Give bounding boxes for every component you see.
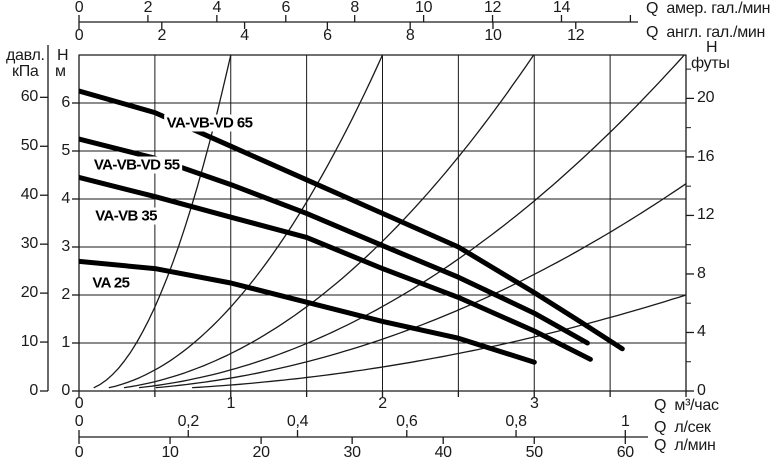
tick-label-m: 4 <box>61 190 70 207</box>
pump-curve <box>79 174 593 362</box>
pump-curve <box>79 88 625 352</box>
tick-label-ft: 12 <box>697 206 715 224</box>
tick-label-ls: 1 <box>620 413 630 430</box>
tick-label-uk-gpm: 8 <box>405 27 415 44</box>
tick-label-m: 5 <box>61 142 70 159</box>
tick-label-kpa: 40 <box>20 186 39 204</box>
flow-unit-m3h-label: Q м³/час <box>654 397 719 414</box>
tick-label-uk-gpm: 4 <box>240 27 249 44</box>
tick-label-lmin: 60 <box>616 444 635 461</box>
tick-label-us-gpm: 0 <box>74 0 84 16</box>
tick-label-kpa: 60 <box>20 88 39 106</box>
tick-label-uk-gpm: 2 <box>157 27 167 44</box>
tick-label-m3h: 2 <box>378 395 387 412</box>
tick-label-kpa: 20 <box>20 284 39 302</box>
tick-label-ls: 0,8 <box>505 413 527 430</box>
tick-label-m: 0 <box>61 382 70 399</box>
tick-label-ft: 16 <box>697 147 715 165</box>
tick-label-lmin: 50 <box>525 444 544 461</box>
pressure-axis-title: давл. <box>6 47 45 64</box>
pressure-axis-unit: кПа <box>12 63 39 80</box>
tick-label-lmin: 0 <box>74 444 84 461</box>
tick-label-m: 1 <box>61 334 70 351</box>
tick-label-us-gpm: 2 <box>143 0 153 16</box>
tick-label-kpa: 50 <box>20 137 39 155</box>
tick-label-ft: 0 <box>697 382 706 399</box>
tick-label-us-gpm: 4 <box>212 0 222 16</box>
head-right-axis-unit: футы <box>691 55 730 72</box>
tick-label-lmin: 10 <box>161 444 179 461</box>
tick-label-kpa: 10 <box>20 333 39 351</box>
tick-label-ft: 8 <box>697 264 706 282</box>
head-left-axis-title: H <box>57 47 69 64</box>
tick-label-uk-gpm: 12 <box>567 27 585 44</box>
tick-label-ft: 20 <box>697 89 715 107</box>
system-curve <box>138 55 685 389</box>
flow-unit-ls-label: Q л/сек <box>654 419 711 436</box>
tick-label-m: 3 <box>61 238 70 255</box>
tick-label-kpa: 30 <box>20 235 39 253</box>
head-right-axis-title: H <box>706 39 718 56</box>
flow-unit-lmin-label: Q л/мин <box>654 437 716 454</box>
tick-label-uk-gpm: 6 <box>323 27 332 44</box>
pump-curve-label: VA 25 <box>89 274 133 292</box>
tick-label-us-gpm: 6 <box>281 0 291 16</box>
tick-label-us-gpm: 12 <box>483 0 502 16</box>
tick-label-us-gpm: 8 <box>350 0 359 16</box>
tick-label-m: 6 <box>61 94 70 111</box>
tick-label-m3h: 0 <box>74 395 84 412</box>
tick-label-m3h: 1 <box>226 395 236 412</box>
tick-label-ls: 0,6 <box>396 413 418 430</box>
tick-label-ls: 0 <box>74 413 84 430</box>
tick-label-m: 2 <box>61 286 70 303</box>
tick-label-us-gpm: 14 <box>552 0 571 16</box>
tick-label-ls: 0,2 <box>177 413 200 430</box>
pump-curve <box>79 258 537 365</box>
flow-unit-uk-gpm-label: Q англ. гал./мин <box>646 24 766 41</box>
tick-label-kpa: 0 <box>29 382 38 399</box>
tick-label-ft: 4 <box>697 323 706 341</box>
pump-curve-label: VA-VB-VD 55 <box>90 156 183 174</box>
head-left-axis-unit: м <box>55 63 66 80</box>
tick-label-lmin: 20 <box>252 444 270 461</box>
system-curve <box>123 55 535 389</box>
system-curve <box>191 294 686 389</box>
pump-curve-label: VA-VB 35 <box>92 207 160 225</box>
system-curve <box>155 182 686 389</box>
tick-label-lmin: 40 <box>434 444 453 461</box>
tick-label-uk-gpm: 0 <box>74 27 84 44</box>
pump-curve-label: VA-VB-VD 65 <box>163 114 256 132</box>
tick-label-m3h: 3 <box>529 395 539 412</box>
tick-label-ls: 0,4 <box>286 413 309 430</box>
tick-label-us-gpm: 10 <box>415 0 433 16</box>
tick-label-lmin: 30 <box>343 444 362 461</box>
flow-unit-us-gpm-label: Q амер. гал./мин <box>646 0 771 17</box>
tick-label-uk-gpm: 10 <box>484 27 502 44</box>
